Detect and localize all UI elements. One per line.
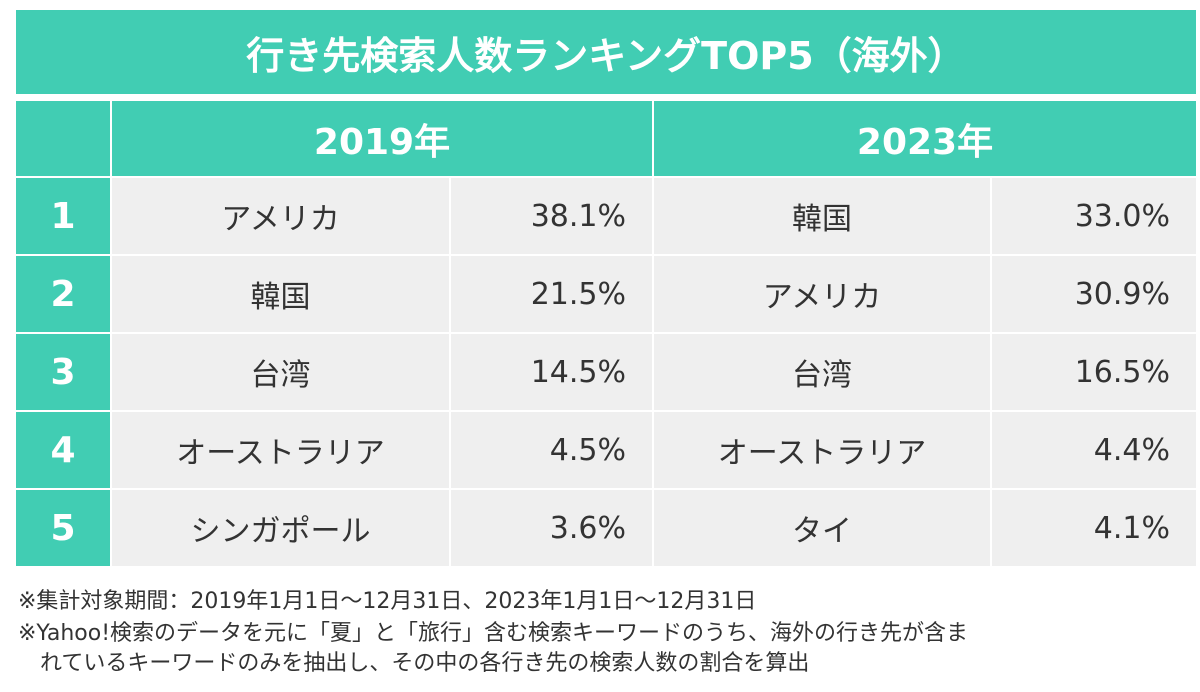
rank-label: 2 — [16, 256, 110, 332]
destination-2019: オーストラリア — [112, 412, 449, 488]
footnote-method-continued: れているキーワードのみを抽出し、その中の各行き先の検索人数の割合を算出 — [18, 651, 810, 676]
share-2023: 16.5% — [992, 334, 1196, 410]
rank-label: 4 — [16, 412, 110, 488]
year-header-2019: 2019年 — [112, 101, 652, 176]
rank-label: 5 — [16, 490, 110, 566]
destination-2019: 台湾 — [112, 334, 449, 410]
footnote-period: ※集計対象期間：2019年1月1日～12月31日、2023年1月1日～12月31… — [18, 589, 757, 614]
share-2023: 4.1% — [992, 490, 1196, 566]
destination-2023: アメリカ — [654, 256, 990, 332]
rank-label: 3 — [16, 334, 110, 410]
table-title: 行き先検索人数ランキングTOP5（海外） — [16, 10, 1196, 94]
share-2023: 30.9% — [992, 256, 1196, 332]
footnote-method: ※Yahoo!検索のデータを元に「夏」と「旅行」含む検索キーワードのうち、海外の… — [18, 621, 969, 646]
destination-2019: 韓国 — [112, 256, 449, 332]
share-2023: 33.0% — [992, 178, 1196, 254]
destination-2019: シンガポール — [112, 490, 449, 566]
share-2019: 14.5% — [451, 334, 652, 410]
year-header-2023: 2023年 — [654, 101, 1196, 176]
share-2023: 4.4% — [992, 412, 1196, 488]
corner-cell — [16, 101, 110, 176]
destination-2023: 韓国 — [654, 178, 990, 254]
rank-label: 1 — [16, 178, 110, 254]
share-2019: 21.5% — [451, 256, 652, 332]
share-2019: 38.1% — [451, 178, 652, 254]
share-2019: 4.5% — [451, 412, 652, 488]
share-2019: 3.6% — [451, 490, 652, 566]
destination-2023: 台湾 — [654, 334, 990, 410]
destination-2019: アメリカ — [112, 178, 449, 254]
destination-2023: タイ — [654, 490, 990, 566]
destination-2023: オーストラリア — [654, 412, 990, 488]
